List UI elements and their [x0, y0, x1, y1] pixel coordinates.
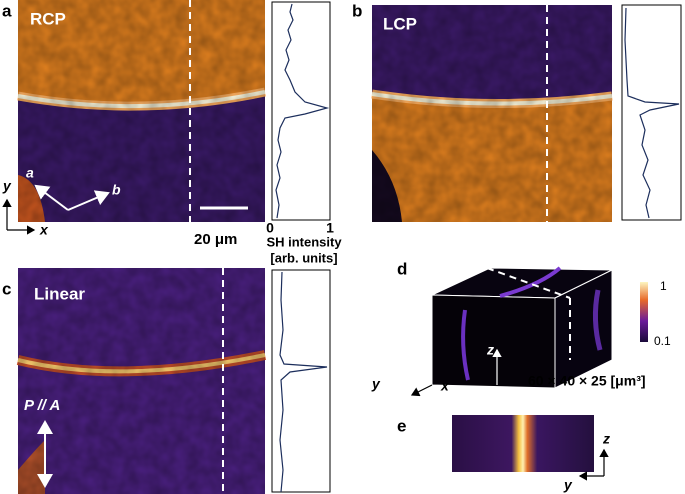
colorbar-label: 1 [660, 279, 667, 293]
axis-label: y [2, 178, 12, 194]
image-c [16, 268, 267, 494]
panel-letter: d [397, 259, 407, 278]
profile-axis-label: SH intensity [266, 234, 342, 249]
panel-label: Linear [34, 284, 85, 303]
axis-label: x [440, 378, 450, 394]
profile-curve [624, 7, 680, 219]
volume-size: 60 × 40 × 25 [μm³] [528, 373, 646, 389]
panel-label: LCP [383, 14, 417, 33]
crystal-axis: a [26, 165, 34, 181]
axis-label: x [39, 222, 49, 238]
image-b [371, 5, 613, 222]
panel-label: RCP [30, 9, 66, 28]
profile-box [621, 4, 682, 221]
tick-label: 0 [266, 220, 274, 236]
panel-letter: e [397, 416, 406, 435]
volume-render [410, 266, 613, 397]
image-e [452, 415, 594, 472]
profile-curve [275, 3, 330, 219]
axis-label: z [486, 342, 494, 358]
axis-label: y [371, 376, 381, 392]
polarization-label: P // A [24, 397, 60, 414]
panel-letter: a [2, 1, 12, 20]
axis-label: y [563, 477, 573, 493]
profile-curve [279, 271, 328, 493]
profile-axis-label: [arb. units] [270, 250, 337, 265]
panel-letter: c [2, 279, 11, 298]
crystal-axis: b [112, 182, 121, 198]
axis-label: z [602, 431, 610, 447]
profile-box [271, 1, 331, 221]
colorbar [640, 282, 648, 342]
scale-bar-label: 20 μm [194, 231, 237, 248]
image-a [17, 0, 266, 222]
panel-letter: b [352, 1, 362, 20]
tick-label: 1 [326, 220, 334, 236]
colorbar-label: 0.1 [654, 334, 671, 348]
